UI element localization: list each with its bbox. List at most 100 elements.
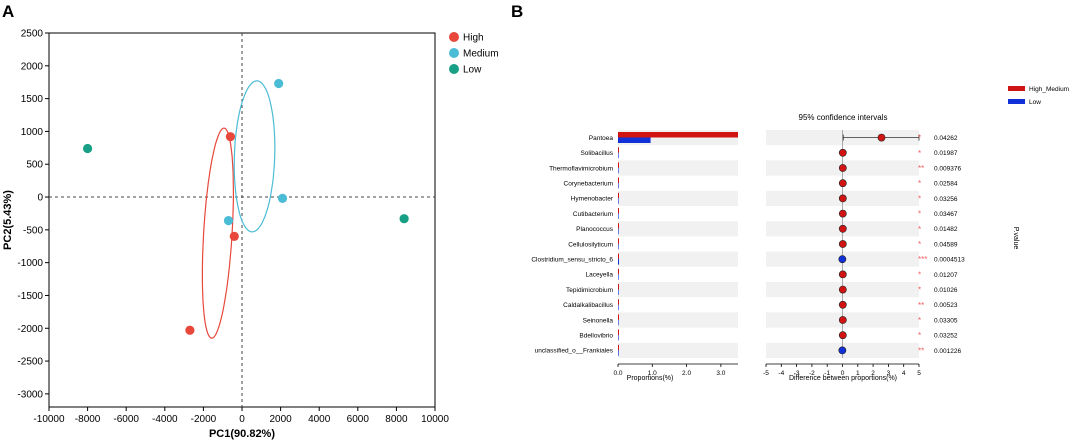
difference-point [838, 209, 847, 218]
category-label: Cellulosilyticum [568, 241, 613, 248]
y-tick-label: 2500 [21, 29, 44, 40]
category-label: Seinonella [583, 317, 614, 324]
pvalue-label: 0.02584 [934, 181, 958, 188]
bar-low [618, 274, 619, 280]
x-tick-label: 4000 [308, 414, 331, 425]
proportions-tick-label: 3.0 [716, 370, 725, 377]
pca-legend: High Medium Low [449, 32, 499, 76]
row-stripe [618, 190, 738, 206]
proportions-tick-label: 1.0 [648, 370, 657, 377]
difference-tick-label: -5 [763, 370, 769, 377]
legend-marker-high [449, 32, 459, 42]
significance-stars: * [918, 149, 921, 158]
legend-label-high-medium: High_Medium [1029, 86, 1069, 93]
y-tick-label: -1000 [17, 258, 43, 269]
bar-high-medium [618, 223, 619, 229]
pvalue-label: 0.03256 [934, 196, 958, 203]
category-label: Caldalkalibacillus [563, 302, 614, 309]
pvalue-label: 0.00523 [934, 302, 958, 309]
category-label: Cutibacterium [573, 211, 613, 218]
category-label: Tepidimicrobium [566, 287, 613, 294]
bar-high-medium [618, 192, 619, 199]
bar-low [618, 183, 619, 189]
row-stripe [618, 312, 738, 328]
difference-tick-label: 3 [887, 370, 891, 377]
y-tick-label: -2500 [17, 357, 43, 368]
difference-tick-label: 0 [841, 370, 845, 377]
significance-stars: * [918, 270, 921, 279]
pvalue-axis-label: P.value [1012, 227, 1019, 250]
y-tick-label: 2000 [21, 61, 44, 72]
category-label: Laceyella [586, 272, 614, 279]
point-high-2 [229, 231, 239, 242]
y-tick-label: -2000 [17, 324, 43, 335]
legend-swatch-high-medium [1008, 86, 1025, 91]
category-label: Corynebacterium [564, 181, 614, 188]
significance-stars: * [918, 240, 921, 249]
point-medium-2 [277, 193, 288, 203]
significance-stars: * [918, 316, 921, 325]
legend-swatch-low [1008, 99, 1025, 104]
pvalue-label: 0.03467 [934, 211, 958, 218]
ellipse-high [201, 127, 234, 339]
x-tick-label: 0 [239, 414, 245, 425]
bar-low [618, 152, 619, 159]
difference-tick-label: -2 [809, 370, 815, 377]
category-label: Planococcus [576, 226, 614, 233]
legend-marker-low [449, 64, 459, 74]
bar-high-medium [618, 329, 619, 336]
x-tick-label: -8000 [75, 414, 101, 425]
bar-low [618, 243, 619, 250]
bar-low [618, 304, 619, 311]
bar-high-medium [618, 314, 619, 320]
stamp-legend: High_Medium Low [1008, 86, 1069, 106]
row-stripe [618, 282, 738, 298]
bar-high-medium [618, 177, 619, 184]
difference-point [838, 331, 847, 340]
difference-point [838, 270, 847, 279]
panel-label-b: B [511, 2, 523, 21]
pca-chart: -10000 -8000 -6000 -4000 -2000 0 2000 4000 6000 8… [2, 29, 499, 441]
significance-stars: ** [918, 164, 924, 173]
bar-high-medium [618, 208, 619, 214]
bar-low [618, 137, 651, 143]
legend-label-medium: Medium [463, 49, 499, 60]
pvalue-label: 0.01026 [934, 287, 958, 294]
point-medium-3 [223, 216, 234, 226]
legend-label-low: Low [1029, 99, 1041, 106]
difference-point [838, 224, 847, 233]
bar-high-medium [618, 162, 619, 168]
x-tick-label: 8000 [385, 414, 408, 425]
row-stripe [618, 251, 738, 267]
bar-low [618, 335, 619, 341]
bar-high-medium [618, 132, 738, 138]
significance-stars: *** [918, 255, 927, 264]
pvalue-label: 0.01207 [934, 272, 958, 279]
point-high-1 [185, 325, 195, 335]
proportions-axis-label: Proportions(%) [627, 375, 674, 382]
legend-marker-medium [449, 48, 459, 58]
legend-label-high: High [463, 33, 484, 44]
bar-high-medium [618, 344, 619, 351]
significance-stars: * [918, 210, 921, 219]
category-label: Pantoea [589, 135, 614, 142]
difference-point [838, 148, 847, 157]
difference-point [838, 179, 847, 188]
bar-low [618, 319, 619, 326]
ellipse-medium [233, 80, 276, 233]
bar-low [618, 289, 619, 295]
difference-tick-label: 1 [856, 370, 860, 377]
y-tick-label: 500 [26, 160, 43, 171]
difference-point [838, 194, 847, 203]
bar-low [618, 259, 620, 265]
significance-stars: * [918, 194, 921, 203]
difference-tick-label: 2 [871, 370, 875, 377]
panel-label-a: A [2, 2, 14, 21]
significance-stars: ** [918, 301, 924, 310]
row-stripe [618, 160, 738, 176]
bar-low [618, 228, 619, 235]
y-tick-label: 0 [37, 193, 43, 204]
difference-tick-label: -1 [824, 370, 830, 377]
point-high-3 [225, 132, 236, 142]
